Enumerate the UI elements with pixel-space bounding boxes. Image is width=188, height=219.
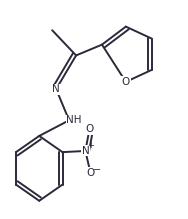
Text: O: O: [85, 124, 93, 134]
Text: O: O: [122, 77, 130, 87]
Text: O: O: [86, 168, 95, 178]
Text: NH: NH: [66, 115, 82, 125]
Text: N: N: [52, 84, 60, 94]
Text: −: −: [93, 165, 101, 175]
Text: +: +: [88, 141, 94, 150]
Text: N: N: [82, 146, 89, 156]
